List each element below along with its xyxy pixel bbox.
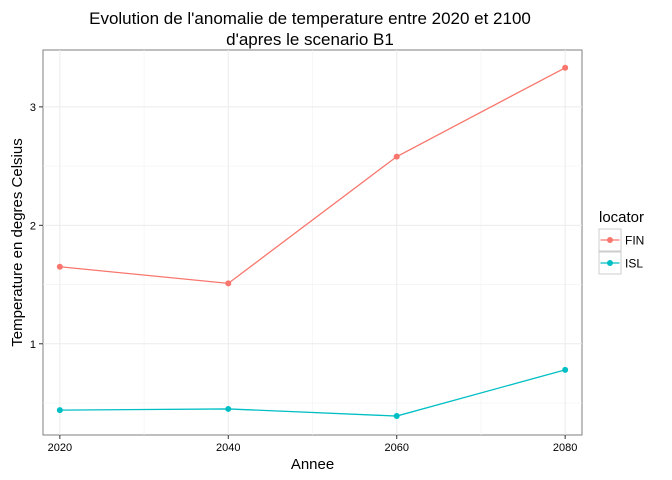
- legend-label: ISL: [625, 257, 643, 271]
- legend-key-point: [607, 237, 613, 243]
- chart-subtitle: d'apres le scenario B1: [226, 30, 394, 49]
- x-axis-title: Annee: [291, 456, 334, 473]
- y-tick-label: 2: [30, 220, 36, 232]
- minor-gridlines: [43, 50, 582, 435]
- data-point-fin: [56, 263, 63, 270]
- legend-key-point: [607, 260, 613, 266]
- series-line-isl: [59, 369, 566, 417]
- y-axis-title: Temperature en degres Celsius: [9, 138, 26, 346]
- data-point-isl: [393, 413, 400, 420]
- data-point-fin: [225, 280, 232, 287]
- data-point-isl: [562, 366, 569, 373]
- data-point-fin: [562, 64, 569, 71]
- chart-title: Evolution de l'anomalie de temperature e…: [89, 9, 531, 28]
- series-line-fin: [59, 67, 566, 285]
- legend: locator FIN ISL: [598, 209, 644, 275]
- legend-title: locator: [599, 209, 644, 226]
- axis-ticks: 2020 2040 2060 2080 1 2 3: [30, 102, 578, 454]
- y-tick-label: 1: [30, 339, 36, 351]
- legend-label: FIN: [625, 234, 644, 248]
- x-tick-label: 2040: [216, 442, 240, 454]
- y-tick-label: 3: [30, 102, 36, 114]
- data-point-isl: [56, 407, 63, 414]
- series-layer: [56, 64, 569, 420]
- data-point-fin: [393, 153, 400, 160]
- x-tick-label: 2080: [553, 442, 577, 454]
- major-gridlines: [43, 50, 582, 435]
- data-point-isl: [225, 405, 232, 412]
- x-tick-label: 2020: [48, 442, 72, 454]
- x-tick-label: 2060: [384, 442, 408, 454]
